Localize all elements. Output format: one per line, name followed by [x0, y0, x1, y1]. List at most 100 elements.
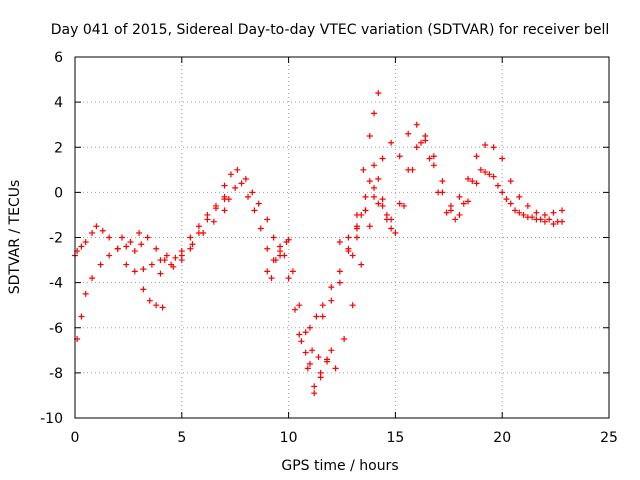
data-point: [396, 153, 403, 160]
data-point: [138, 241, 145, 248]
data-point: [336, 279, 343, 286]
data-point: [439, 178, 446, 185]
data-point: [465, 175, 472, 182]
data-point: [313, 313, 320, 320]
data-point: [336, 268, 343, 275]
data-point: [490, 144, 497, 151]
data-point: [465, 198, 472, 205]
data-point: [452, 216, 459, 223]
x-tick-label: 5: [177, 430, 186, 446]
data-point: [345, 234, 352, 241]
y-tick-label: 4: [54, 95, 63, 111]
data-point: [541, 211, 548, 218]
data-point: [148, 261, 155, 268]
data-point: [264, 268, 271, 275]
data-point: [234, 166, 241, 173]
data-point: [306, 360, 313, 367]
data-point: [396, 200, 403, 207]
data-point: [238, 180, 245, 187]
data-point: [212, 205, 219, 212]
data-point: [272, 257, 279, 264]
data-point: [296, 302, 303, 309]
series-trace-j: [319, 121, 566, 320]
data-point: [388, 225, 395, 232]
data-point: [426, 155, 433, 162]
data-point: [443, 209, 450, 216]
data-point: [486, 171, 493, 178]
series-trace-h: [264, 236, 292, 282]
data-point: [400, 202, 407, 209]
data-point: [127, 239, 134, 246]
data-point: [413, 144, 420, 151]
data-point: [430, 153, 437, 160]
data-point: [311, 383, 318, 390]
data-point: [306, 324, 313, 331]
data-point: [524, 202, 531, 209]
data-point: [366, 178, 373, 185]
data-point: [144, 234, 151, 241]
data-point: [163, 252, 170, 259]
data-point: [477, 166, 484, 173]
data-point: [268, 275, 275, 282]
data-point: [546, 216, 553, 223]
data-point: [559, 218, 566, 225]
data-point: [242, 175, 249, 182]
data-point: [353, 223, 360, 230]
data-point: [264, 216, 271, 223]
data-point: [512, 207, 519, 214]
y-tick-label: -10: [40, 411, 63, 427]
data-point: [221, 182, 228, 189]
data-point: [140, 266, 147, 273]
x-axis-label: GPS time / hours: [281, 458, 398, 474]
data-point: [187, 245, 194, 252]
data-point: [388, 216, 395, 223]
data-point: [153, 245, 160, 252]
data-point: [296, 331, 303, 338]
data-point: [264, 245, 271, 252]
data-point: [249, 189, 256, 196]
data-point: [383, 211, 390, 218]
data-point: [358, 261, 365, 268]
series-trace-d: [118, 196, 228, 270]
data-point: [430, 162, 437, 169]
data-point: [469, 178, 476, 185]
series-trace-m: [349, 162, 395, 259]
data-point: [494, 182, 501, 189]
series-trace-b: [74, 241, 145, 343]
series-trace-i: [306, 90, 382, 331]
series-trace-f: [221, 166, 335, 390]
x-tick-label: 20: [493, 430, 511, 446]
series-trace-c: [140, 286, 166, 311]
data-point: [78, 313, 85, 320]
data-point: [482, 169, 489, 176]
y-tick-label: 6: [54, 50, 63, 66]
chart-title: Day 041 of 2015, Sidereal Day-to-day VTE…: [51, 22, 610, 38]
data-point: [146, 297, 153, 304]
data-point: [257, 225, 264, 232]
y-tick-label: -8: [49, 366, 63, 382]
data-point: [520, 211, 527, 218]
data-point: [418, 139, 425, 146]
data-point: [507, 178, 514, 185]
data-point: [277, 243, 284, 250]
y-tick-label: 2: [54, 140, 63, 156]
data-point: [157, 270, 164, 277]
data-point: [118, 234, 125, 241]
x-tick-label: 0: [71, 430, 80, 446]
data-point: [413, 121, 420, 128]
data-point: [131, 268, 138, 275]
data-point: [255, 200, 262, 207]
data-point: [114, 245, 121, 252]
data-point: [516, 209, 523, 216]
data-point: [533, 209, 540, 216]
series-trace-g: [225, 180, 322, 361]
data-point: [507, 200, 514, 207]
data-point: [541, 218, 548, 225]
data-point: [298, 338, 305, 345]
data-point: [341, 336, 348, 343]
data-point: [159, 304, 166, 311]
y-axis-label: SDTVAR / TECUs: [7, 180, 23, 295]
data-point: [204, 216, 211, 223]
data-point: [405, 130, 412, 137]
data-point: [345, 248, 352, 255]
